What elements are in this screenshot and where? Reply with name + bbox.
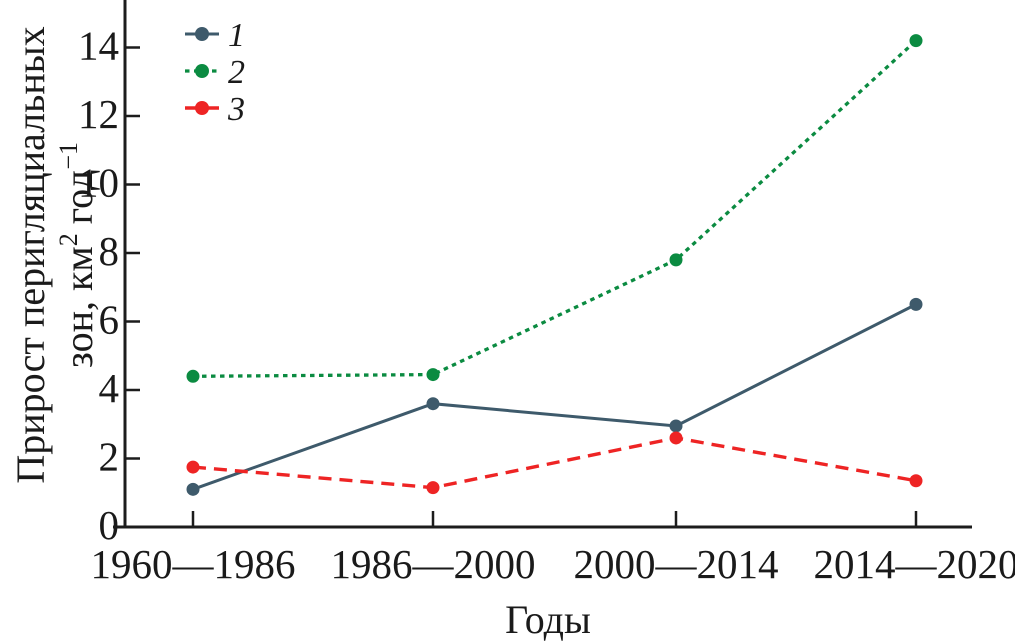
legend-label-3: 3	[227, 91, 245, 128]
data-point-2	[426, 368, 440, 382]
series-layer	[186, 34, 923, 496]
data-point-3	[426, 481, 440, 495]
y-tick-label: 10	[78, 160, 119, 206]
y-tick-label: 6	[99, 297, 120, 343]
data-point-2	[669, 253, 683, 267]
legend-entry-3: 3	[185, 91, 245, 128]
x-axis-title: Годы	[505, 597, 591, 642]
series-line-2	[192, 39, 918, 378]
data-point-1	[186, 482, 200, 496]
y-tick-label: 14	[78, 23, 119, 69]
y-axis-title-line2: зон, км2год−1	[54, 142, 101, 368]
y-tick-label: 2	[99, 434, 120, 480]
y-tick-label: 0	[99, 502, 120, 548]
data-point-1	[669, 419, 683, 433]
y-tick-label: 8	[99, 228, 120, 274]
legend-marker-1	[195, 27, 209, 41]
series-line-1	[192, 303, 917, 491]
y-axis-title-line1: Прирост перигляциальных	[8, 26, 53, 483]
x-tick-label: 2014—2020	[814, 541, 1015, 587]
legend-label-2: 2	[228, 54, 245, 91]
x-tick-label: 1986—2000	[331, 541, 536, 587]
legend-entry-2: 2	[185, 54, 245, 91]
y-tick-label: 12	[78, 91, 119, 137]
data-point-2	[909, 34, 923, 48]
data-point-3	[669, 431, 683, 445]
data-point-1	[426, 397, 440, 411]
legend-marker-2	[195, 64, 209, 78]
legend: 1 2 3	[185, 17, 245, 128]
data-point-3	[186, 460, 200, 474]
legend-marker-3	[195, 101, 209, 115]
data-point-2	[186, 369, 200, 383]
y-axis-title: Прирост перигляциальных зон, км2год−1	[8, 26, 101, 483]
legend-entry-1: 1	[185, 17, 245, 54]
x-tick-label: 2000—2014	[574, 541, 779, 587]
data-point-1	[909, 297, 923, 311]
series-line-3	[192, 436, 917, 490]
legend-label-1: 1	[228, 17, 245, 54]
data-point-3	[909, 474, 923, 488]
y-tick-label: 4	[99, 365, 120, 411]
x-tick-label: 1960—1986	[91, 541, 296, 587]
